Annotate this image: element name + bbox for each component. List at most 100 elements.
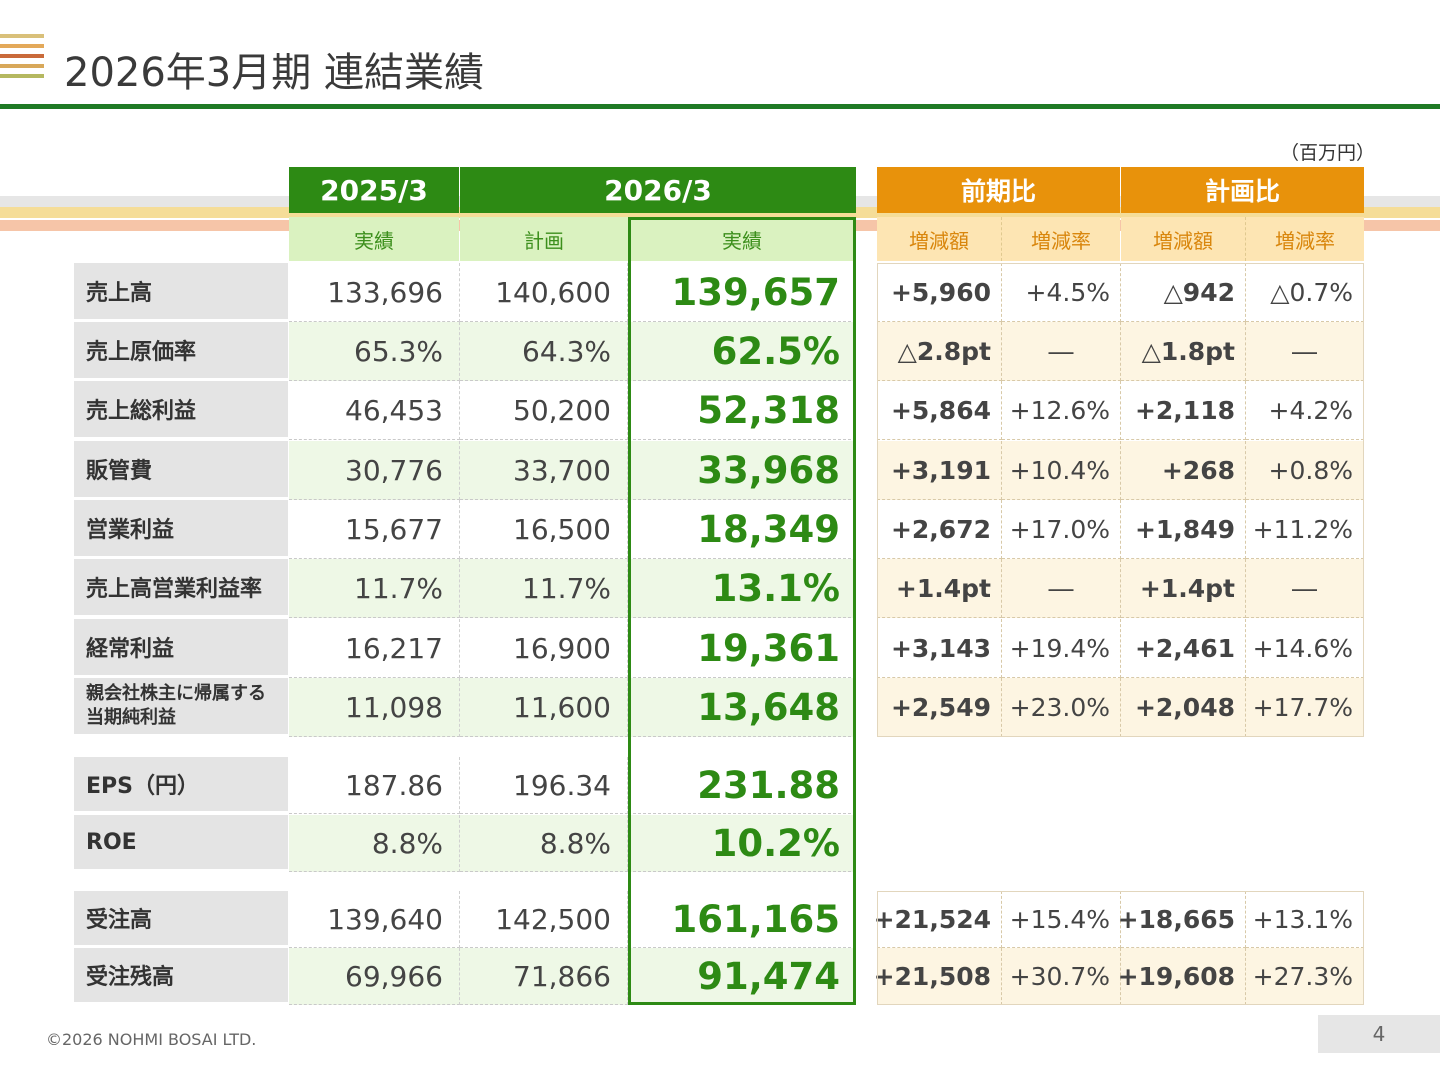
plan-value: 16,900 (460, 619, 628, 678)
row-label: 受注残高 (74, 948, 288, 1002)
plan-value: 8.8% (460, 815, 628, 872)
plan-value: 142,500 (460, 891, 628, 948)
subheader-plan-amount: 増減額 (1121, 217, 1246, 261)
plan-value: 11,600 (460, 678, 628, 737)
actual-2025-value: 16,217 (289, 619, 460, 678)
actual-2026-value: 161,165 (628, 891, 856, 948)
subheader-plan-rate: 増減率 (1246, 217, 1364, 261)
yoy-amount: +21,524 (874, 891, 1002, 948)
plan-value: 33,700 (460, 441, 628, 500)
actual-2026-value: 13.1% (628, 559, 856, 618)
row-label: 売上高 (74, 263, 288, 319)
yoy-rate: ― (1002, 559, 1121, 618)
row-label: 販管費 (74, 441, 288, 497)
actual-2025-value: 30,776 (289, 441, 460, 500)
actual-2026-value: 33,968 (628, 441, 856, 500)
actual-2025-value: 187.86 (289, 757, 460, 814)
actual-2026-value: 18,349 (628, 500, 856, 559)
plan-diff-amount: △942 (1121, 263, 1246, 322)
subheader-plan: 計画 (460, 217, 628, 261)
row-label: 営業利益 (74, 500, 288, 556)
plan-diff-amount: +18,665 (1118, 891, 1246, 948)
yoy-amount: +5,864 (877, 381, 1002, 440)
yoy-amount: △2.8pt (877, 322, 1002, 381)
actual-2025-value: 46,453 (289, 381, 460, 440)
actual-2025-value: 65.3% (289, 322, 460, 381)
subheader-actual-2026: 実績 (628, 217, 856, 261)
plan-diff-rate: +17.7% (1246, 678, 1364, 737)
title-decoration (0, 34, 44, 84)
unit-label: （百万円） (1280, 142, 1376, 164)
row-label-line2: 当期純利益 (86, 707, 176, 728)
page-title: 2026年3月期 連結業績 (64, 50, 484, 96)
yoy-amount: +2,549 (877, 678, 1002, 737)
plan-diff-amount: +2,461 (1121, 619, 1246, 678)
header-yoy: 前期比 (877, 167, 1120, 213)
plan-value: 64.3% (460, 322, 628, 381)
actual-2026-value: 13,648 (628, 678, 856, 737)
actual-2026-value: 52,318 (628, 381, 856, 440)
plan-diff-rate: +14.6% (1246, 619, 1364, 678)
plan-value: 16,500 (460, 500, 628, 559)
yoy-rate: +19.4% (1002, 619, 1121, 678)
plan-diff-rate: ― (1246, 322, 1364, 381)
actual-2026-value: 19,361 (628, 619, 856, 678)
actual-2026-value: 10.2% (628, 815, 856, 872)
actual-2026-value: 91,474 (628, 948, 856, 1005)
plan-diff-rate: △0.7% (1246, 263, 1364, 322)
plan-value: 140,600 (460, 263, 628, 322)
actual-2025-value: 139,640 (289, 891, 460, 948)
yoy-rate: +15.4% (1002, 891, 1121, 948)
actual-2025-value: 133,696 (289, 263, 460, 322)
yoy-amount: +5,960 (877, 263, 1002, 322)
yoy-rate: +23.0% (1002, 678, 1121, 737)
header-vs-plan: 計画比 (1121, 167, 1364, 213)
plan-diff-rate: +27.3% (1246, 948, 1364, 1005)
yoy-amount: +2,672 (877, 500, 1002, 559)
yoy-amount: +3,191 (877, 441, 1002, 500)
plan-diff-amount: +1.4pt (1121, 559, 1246, 618)
yoy-rate: +4.5% (1002, 263, 1121, 322)
plan-diff-amount: △1.8pt (1121, 322, 1246, 381)
header-2026: 2026/3 (460, 167, 856, 213)
actual-2026-value: 62.5% (628, 322, 856, 381)
copyright: ©2026 NOHMI BOSAI LTD. (46, 1030, 257, 1049)
actual-2025-value: 11,098 (289, 678, 460, 737)
plan-diff-amount: +2,118 (1121, 381, 1246, 440)
actual-2026-value: 139,657 (628, 263, 856, 322)
yoy-rate: +10.4% (1002, 441, 1121, 500)
yoy-rate: +30.7% (1002, 948, 1121, 1005)
plan-diff-rate: +11.2% (1246, 500, 1364, 559)
plan-diff-rate: +13.1% (1246, 891, 1364, 948)
subheader-actual-2025: 実績 (289, 217, 459, 261)
plan-diff-amount: +19,608 (1118, 948, 1246, 1005)
plan-value: 196.34 (460, 757, 628, 814)
subheader-yoy-rate: 増減率 (1002, 217, 1120, 261)
yoy-rate: +17.0% (1002, 500, 1121, 559)
plan-value: 11.7% (460, 559, 628, 618)
row-label: 売上原価率 (74, 322, 288, 378)
plan-diff-rate: +0.8% (1246, 441, 1364, 500)
yoy-amount: +3,143 (877, 619, 1002, 678)
row-label: 受注高 (74, 891, 288, 945)
row-label: 売上高営業利益率 (74, 559, 288, 615)
plan-diff-rate: +4.2% (1246, 381, 1364, 440)
title-underline (0, 104, 1440, 109)
yoy-amount: +1.4pt (877, 559, 1002, 618)
row-label: EPS（円） (74, 757, 288, 811)
actual-2025-value: 8.8% (289, 815, 460, 872)
row-label: 経常利益 (74, 619, 288, 675)
row-label: ROE (74, 815, 288, 869)
actual-2025-value: 15,677 (289, 500, 460, 559)
yoy-rate: ― (1002, 322, 1121, 381)
actual-2026-value: 231.88 (628, 757, 856, 814)
yoy-amount: +21,508 (874, 948, 1002, 1005)
row-label-line1: 親会社株主に帰属する (86, 683, 266, 704)
page-number: 4 (1318, 1015, 1440, 1053)
plan-diff-amount: +2,048 (1121, 678, 1246, 737)
row-label: 親会社株主に帰属する 当期純利益 (74, 678, 288, 734)
plan-value: 71,866 (460, 948, 628, 1005)
actual-2025-value: 11.7% (289, 559, 460, 618)
plan-diff-amount: +268 (1121, 441, 1246, 500)
yoy-rate: +12.6% (1002, 381, 1121, 440)
